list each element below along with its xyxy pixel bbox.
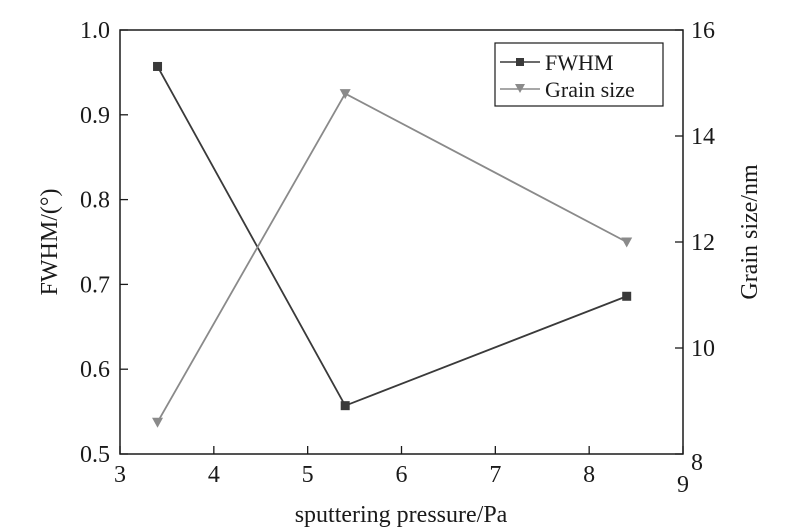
x-tick-label: 9 bbox=[677, 472, 689, 498]
y-left-tick-label: 0.6 bbox=[80, 357, 110, 383]
y-left-tick-label: 0.9 bbox=[80, 103, 110, 129]
y-right-tick-label: 14 bbox=[691, 124, 715, 150]
y-axis-left-title: FWHM/(°) bbox=[37, 189, 63, 296]
legend: FWHM Grain size bbox=[494, 42, 664, 107]
data-point-fwhm bbox=[340, 401, 350, 411]
x-tick-label: 7 bbox=[489, 462, 501, 488]
data-point-fwhm bbox=[153, 61, 163, 71]
y-axis-right-title: Grain size/nm bbox=[737, 164, 763, 300]
y-right-tick-label: 10 bbox=[691, 336, 715, 362]
data-point-fwhm bbox=[622, 291, 632, 301]
x-tick-label: 3 bbox=[114, 462, 126, 488]
legend-grain-label: Grain size bbox=[545, 77, 635, 102]
data-point-grain-size bbox=[152, 417, 164, 428]
x-tick-label: 8 bbox=[583, 462, 595, 488]
legend-grain-marker bbox=[515, 84, 525, 93]
y-right-tick-label: 16 bbox=[691, 18, 715, 44]
x-tick-label: 5 bbox=[302, 462, 314, 488]
y-right-tick-label: 8 bbox=[691, 450, 703, 476]
y-left-tick-label: 0.8 bbox=[80, 188, 110, 214]
legend-box bbox=[494, 42, 664, 107]
data-point-grain-size bbox=[621, 237, 633, 248]
y-left-tick-label: 0.5 bbox=[80, 442, 110, 468]
data-point-grain-size bbox=[339, 89, 351, 100]
legend-fwhm-marker bbox=[516, 58, 524, 66]
y-left-tick-label: 1.0 bbox=[80, 18, 110, 44]
series-line-grain-size bbox=[156, 92, 628, 423]
x-axis-title: sputtering pressure/Pa bbox=[295, 502, 508, 528]
y-right-tick-label: 12 bbox=[691, 230, 715, 256]
legend-fwhm-label: FWHM bbox=[545, 50, 613, 75]
y-left-tick-label: 0.7 bbox=[80, 272, 110, 298]
x-tick-label: 4 bbox=[208, 462, 220, 488]
series-layer bbox=[152, 61, 633, 428]
x-tick-label: 6 bbox=[396, 462, 408, 488]
